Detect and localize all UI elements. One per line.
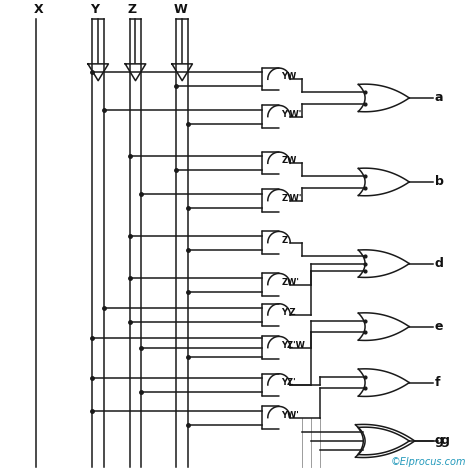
Text: b: b: [435, 176, 444, 188]
Text: g: g: [440, 434, 449, 447]
Text: W: W: [174, 3, 188, 16]
Text: d: d: [435, 257, 444, 270]
Text: a: a: [435, 92, 443, 104]
Text: YZ': YZ': [282, 378, 296, 387]
Text: YW': YW': [282, 411, 299, 420]
Text: Y: Y: [90, 3, 99, 16]
Text: YZ'W: YZ'W: [282, 341, 305, 350]
Text: g: g: [435, 434, 444, 447]
Text: ©Elprocus.com: ©Elprocus.com: [390, 456, 465, 467]
Text: ZW': ZW': [282, 278, 299, 287]
Text: X: X: [34, 3, 44, 16]
Text: f: f: [435, 376, 440, 389]
Text: Z: Z: [128, 3, 137, 16]
Text: YW: YW: [282, 72, 297, 82]
Text: Z'W': Z'W': [282, 194, 302, 203]
Text: Y'W': Y'W': [282, 110, 301, 119]
Text: ZW: ZW: [282, 156, 297, 166]
Text: Z: Z: [282, 236, 287, 245]
Text: e: e: [435, 320, 443, 333]
Text: Y'Z: Y'Z: [282, 308, 296, 317]
